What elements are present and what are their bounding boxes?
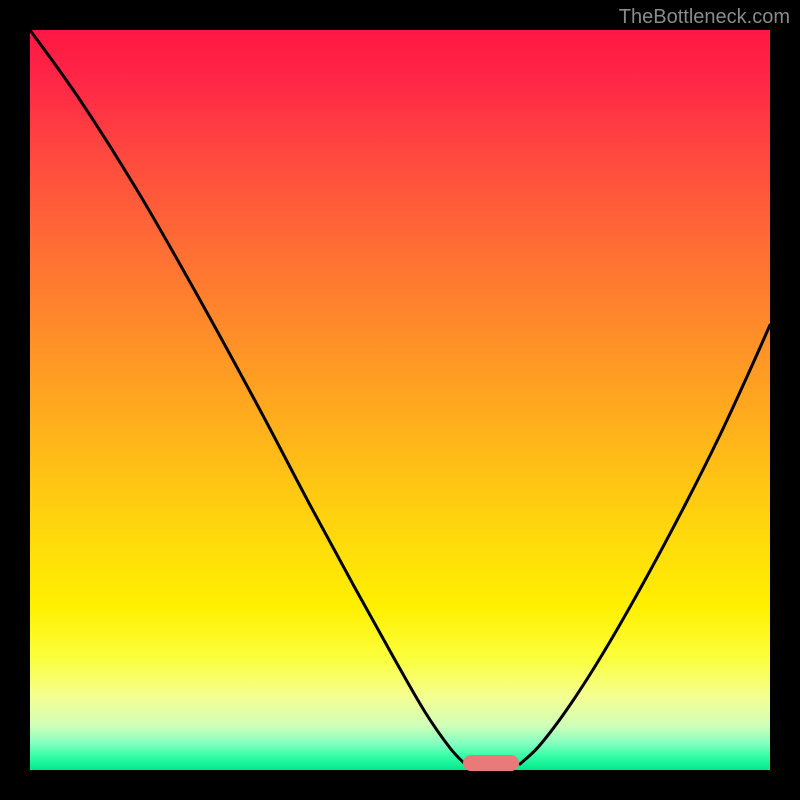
optimal-marker <box>463 755 519 771</box>
plot-background <box>30 30 770 770</box>
bottleneck-chart <box>0 0 800 800</box>
attribution-text: TheBottleneck.com <box>619 6 790 29</box>
chart-container: TheBottleneck.com <box>0 0 800 800</box>
